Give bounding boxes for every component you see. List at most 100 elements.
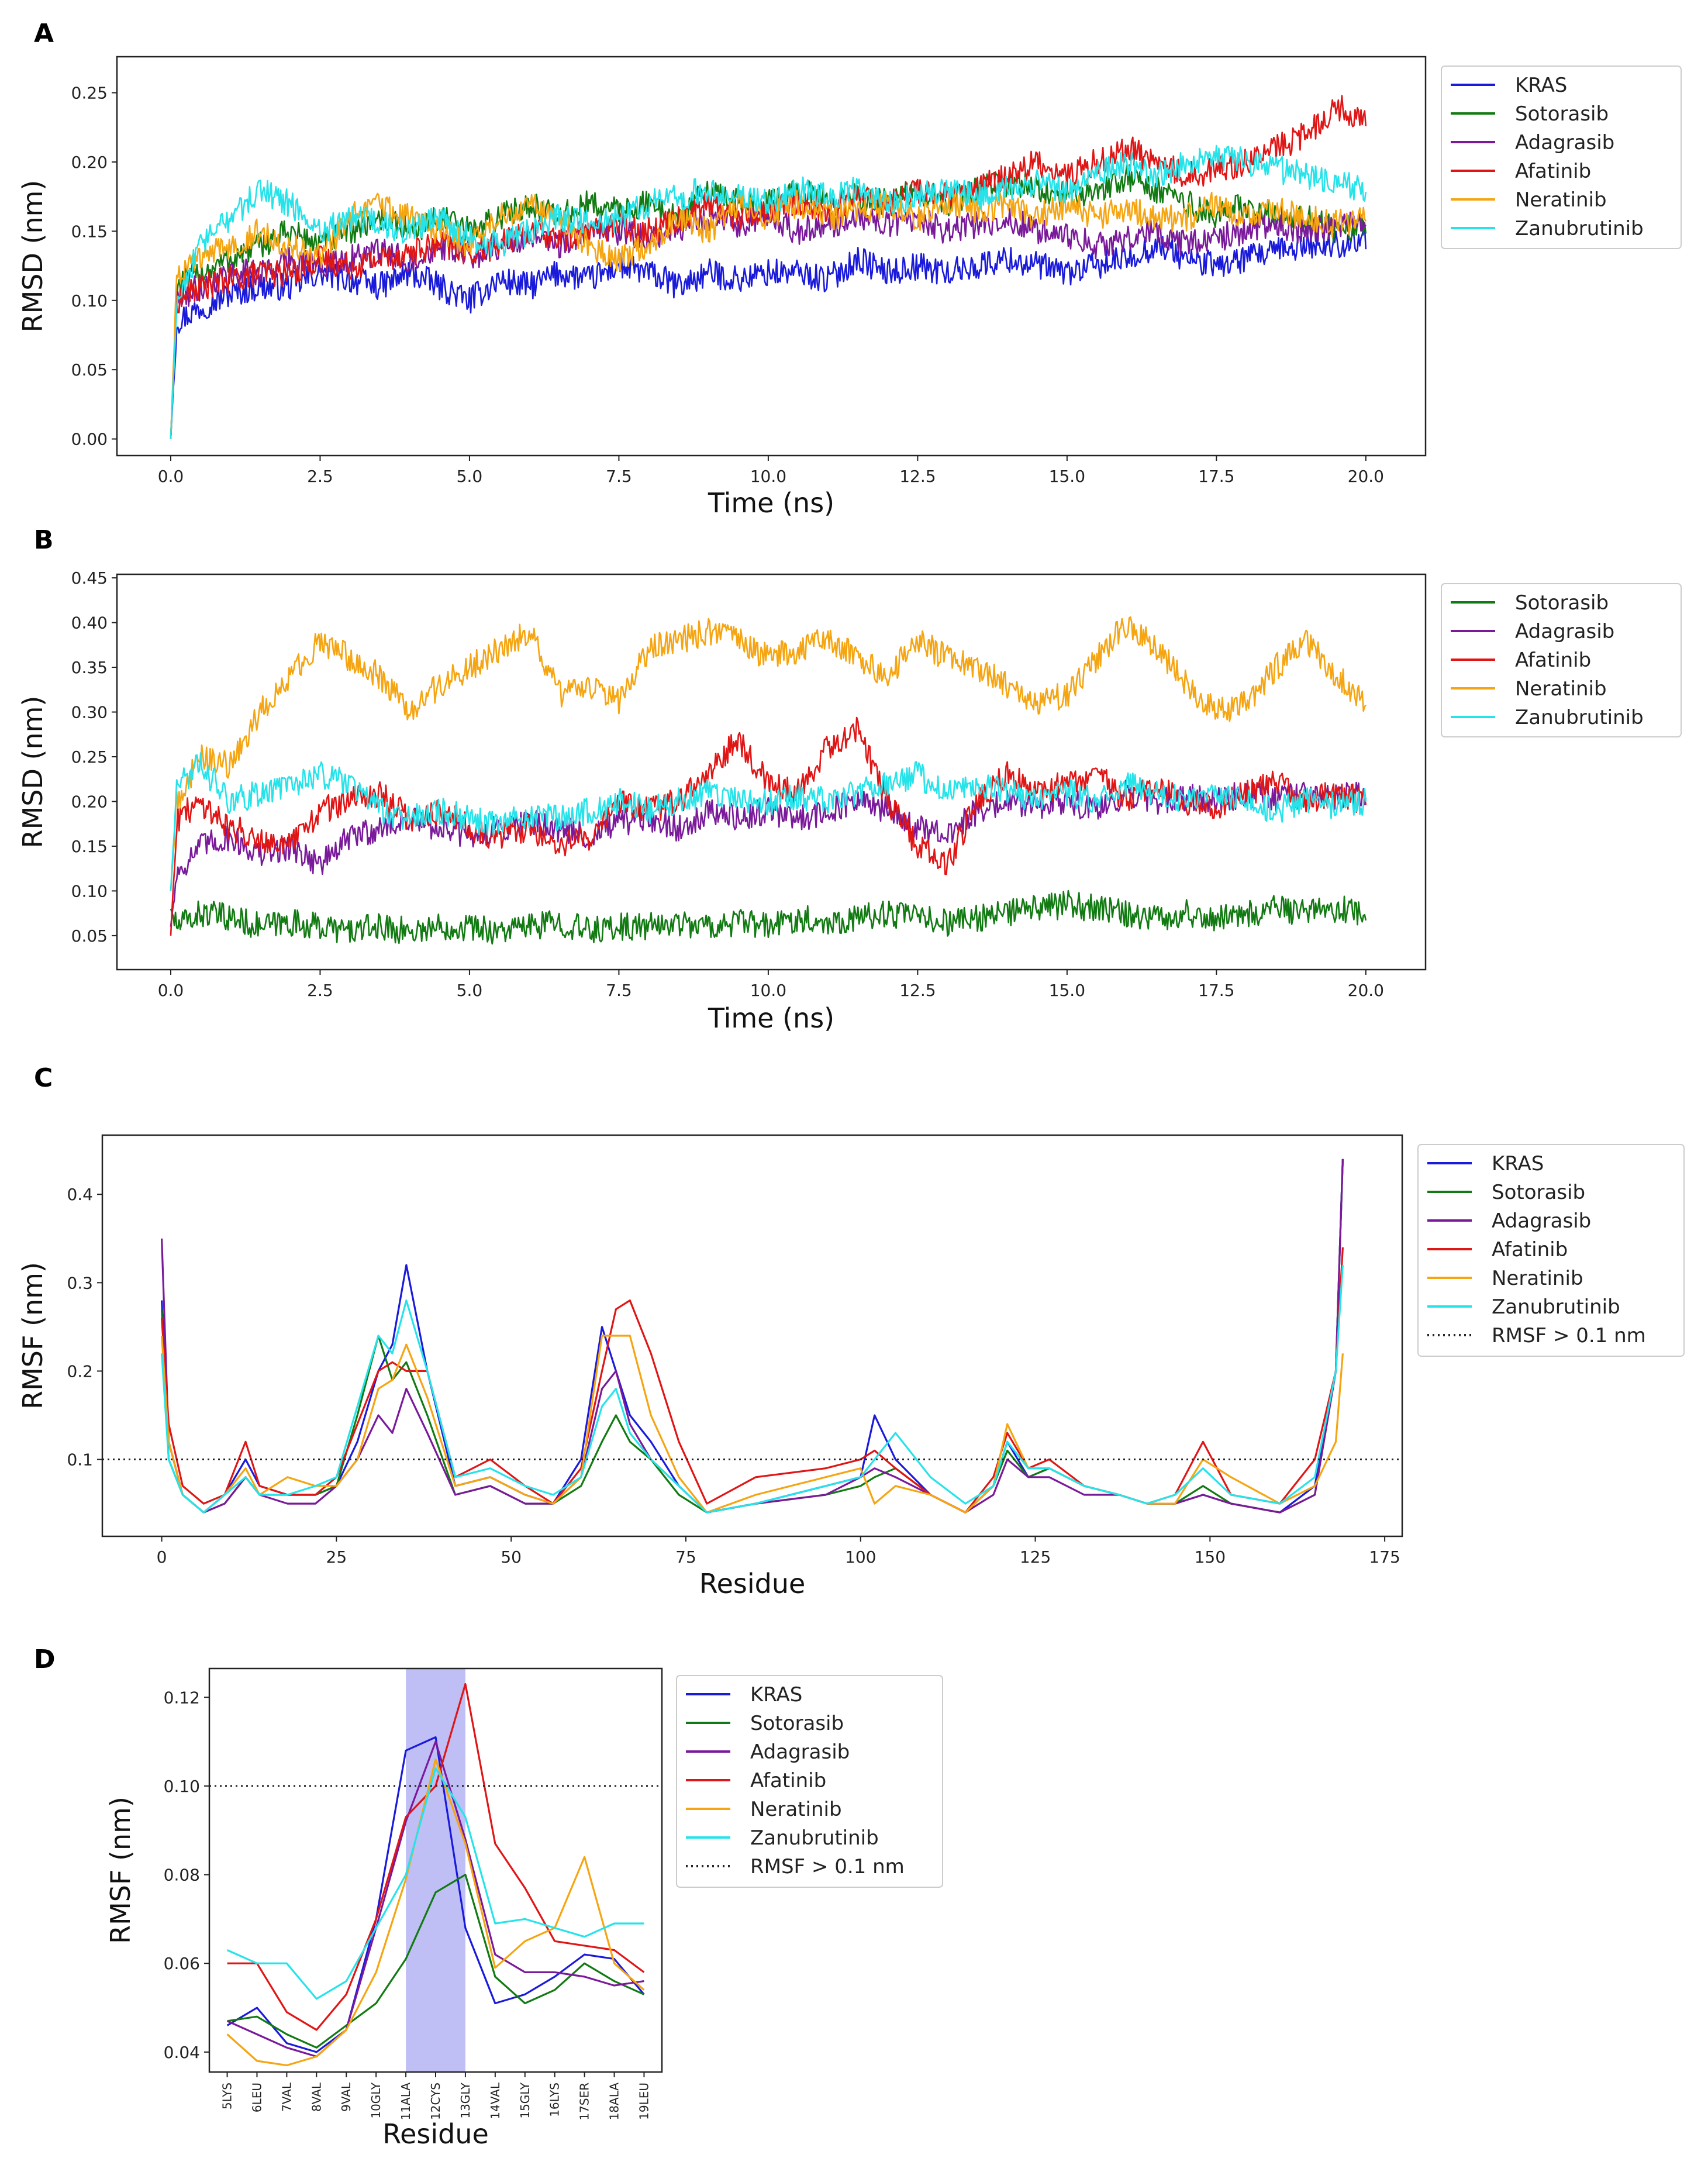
series-line-afatinib <box>161 1247 1344 1514</box>
y-axis-label: RMSD (nm) <box>17 696 49 849</box>
y-tick-label: 0.45 <box>71 568 108 588</box>
y-tick-label: 0.25 <box>71 747 108 767</box>
panel-label-a: A <box>34 19 54 49</box>
legend-label-kras: KRAS <box>750 1683 802 1707</box>
y-tick-label: 0.05 <box>71 926 108 946</box>
y-tick-label: 0.2 <box>67 1361 93 1381</box>
x-tick-label: 9VAL <box>339 2082 353 2112</box>
x-tick-label: 25 <box>326 1547 347 1567</box>
legend-label-sotorasib: Sotorasib <box>1492 1181 1585 1204</box>
legend-box <box>1441 583 1682 737</box>
x-tick-label: 14VAL <box>488 2082 502 2119</box>
y-tick-label: 0.35 <box>71 658 108 677</box>
y-tick-label: 0.15 <box>71 837 108 856</box>
series-line-neratinib <box>226 1758 645 2067</box>
x-tick-label: 17.5 <box>1198 467 1234 486</box>
y-tick-label: 0.05 <box>71 360 108 380</box>
y-tick-label: 0.1 <box>67 1450 93 1470</box>
x-tick-label: 18ALA <box>608 2083 622 2121</box>
y-tick-label: 0.10 <box>71 881 108 901</box>
series-group <box>170 616 1367 945</box>
series-line-zanubrutinib <box>170 144 1367 439</box>
y-tick-label: 0.20 <box>71 792 108 811</box>
x-tick-label: 2.5 <box>307 467 333 486</box>
series-line-afatinib <box>170 716 1367 936</box>
y-tick-label: 0.12 <box>164 1688 200 1707</box>
legend-label-neratinib: Neratinib <box>1515 677 1607 701</box>
x-tick-label: 10.0 <box>750 467 786 486</box>
legend-label-zanubrutinib: Zanubrutinib <box>1515 217 1644 240</box>
x-axis-label: Time (ns) <box>708 487 834 519</box>
legend-label-neratinib: Neratinib <box>1492 1267 1583 1290</box>
plot-frame <box>101 1134 1403 1537</box>
legend-label-afatinib: Afatinib <box>1515 160 1591 183</box>
series-line-neratinib <box>170 616 1367 891</box>
y-tick-label: 0.15 <box>71 222 108 241</box>
y-tick-label: 0.10 <box>71 291 108 311</box>
y-axis-label: RMSF (nm) <box>105 1797 136 1944</box>
x-tick-label: 19LEU <box>637 2083 651 2120</box>
rmsd-panel-a: 0.00 0.05 0.10 0.15 0.20 0.25 0.0 2.5 5.0 7.5 10.0… <box>17 56 1682 519</box>
x-tick-label: 12.5 <box>899 981 936 1000</box>
legend-label-kras: KRAS <box>1492 1152 1544 1175</box>
legend-box <box>676 1675 943 1888</box>
x-tick-label: 11ALA <box>399 2083 413 2121</box>
x-tick-label: 5.0 <box>457 981 483 1000</box>
x-tick-label: 13GLY <box>458 2082 472 2118</box>
rmsf-panel-c: 0.1 0.2 0.3 0.4 0 25 50 75 100 125 150 175 Residue RM… <box>17 1134 1685 1599</box>
series-line-zanubrutinib <box>226 1767 644 2000</box>
x-tick-label: 0 <box>157 1547 167 1567</box>
panel-label-d: D <box>34 1645 56 1674</box>
rmsf-panel-d: 0.04 0.06 0.08 0.10 0.12 5LYS 6LEU 7VAL 8VAL 9VAL… <box>105 1667 943 2150</box>
rmsd-panel-b: 0.05 0.10 0.15 0.20 0.25 0.30 0.35 0.40 0.45 0.0 2… <box>17 568 1682 1034</box>
y-tick-label: 0.08 <box>164 1866 200 1885</box>
legend-box <box>1441 65 1682 249</box>
series-line-zanubrutinib <box>170 752 1367 891</box>
series-line-neratinib <box>170 189 1367 439</box>
plot-frame <box>116 573 1427 971</box>
panel-label-b: B <box>34 525 54 555</box>
y-tick-label: 0.25 <box>71 84 108 103</box>
series-line-kras <box>170 225 1367 439</box>
series-line-neratinib <box>161 1335 1344 1514</box>
x-tick-label: 50 <box>501 1547 522 1567</box>
legend-label-neratinib: Neratinib <box>750 1798 842 1821</box>
y-tick-label: 0.30 <box>71 703 108 722</box>
x-tick-label: 7VAL <box>280 2082 294 2112</box>
x-tick-label: 125 <box>1020 1547 1051 1567</box>
x-tick-label: 8VAL <box>309 2082 323 2112</box>
x-tick-label: 17SER <box>578 2083 592 2121</box>
x-tick-label: 10GLY <box>369 2082 383 2118</box>
y-axis-label: RMSF (nm) <box>17 1262 49 1409</box>
x-tick-label: 175 <box>1369 1547 1400 1567</box>
legend-label-sotorasib: Sotorasib <box>1515 102 1609 126</box>
legend-label-sotorasib: Sotorasib <box>750 1712 844 1735</box>
x-tick-label: 2.5 <box>307 981 333 1000</box>
series-line-sotorasib <box>227 1874 645 2049</box>
x-tick-label: 15.0 <box>1049 981 1085 1000</box>
legend-label-zanubrutinib: Zanubrutinib <box>1515 706 1644 729</box>
y-tick-label: 0.40 <box>71 613 108 633</box>
legend-box <box>1417 1144 1685 1357</box>
y-tick-label: 0.10 <box>164 1777 200 1796</box>
x-tick-label: 75 <box>675 1547 696 1567</box>
x-tick-label: 5LYS <box>220 2083 234 2109</box>
x-tick-label: 17.5 <box>1198 981 1234 1000</box>
x-tick-label: 16LYS <box>548 2083 562 2117</box>
legend-label-adagrasib: Adagrasib <box>1515 620 1614 643</box>
legend-label-afatinib: Afatinib <box>1492 1238 1568 1261</box>
x-tick-label: 0.0 <box>158 981 184 1000</box>
x-tick-label: 10.0 <box>750 981 786 1000</box>
x-tick-label: 6LEU <box>250 2083 264 2112</box>
legend-label-adagrasib: Adagrasib <box>750 1740 850 1764</box>
legend-label-adagrasib: Adagrasib <box>1515 131 1614 154</box>
legend-label-zanubrutinib: Zanubrutinib <box>1492 1295 1620 1319</box>
legend-label-rmsf-0-1-nm: RMSF > 0.1 nm <box>750 1855 905 1878</box>
x-tick-label: 5.0 <box>457 467 483 486</box>
x-tick-label: 7.5 <box>606 981 632 1000</box>
panel-label-c: C <box>34 1063 53 1093</box>
x-tick-label: 12CYS <box>429 2083 443 2120</box>
legend-label-neratinib: Neratinib <box>1515 188 1607 212</box>
x-tick-label: 15GLY <box>518 2082 532 2118</box>
